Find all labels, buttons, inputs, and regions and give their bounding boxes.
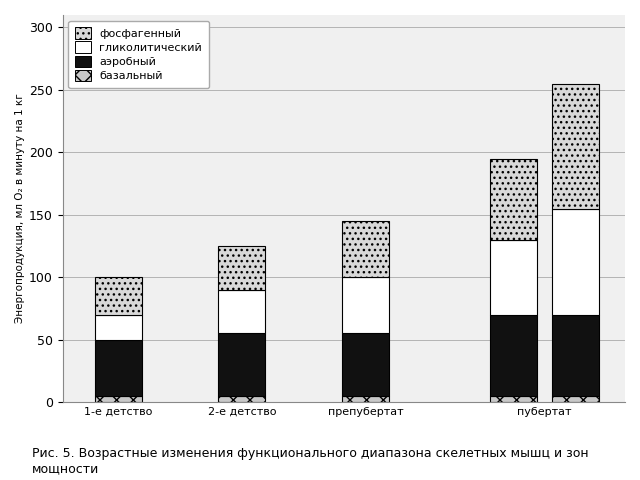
Bar [218,396,266,402]
Bar [552,84,599,209]
Bar [490,240,537,315]
Bar [218,290,266,334]
Legend: фосфагенный, гликолитический, аэробный, базальный: фосфагенный, гликолитический, аэробный, … [68,21,209,88]
Bar [552,396,599,402]
Bar [490,315,537,396]
Bar [490,396,537,402]
Bar [342,221,389,277]
Text: Рис. 5. Возрастные изменения функционального диапазона скелетных мышц и зон мощн: Рис. 5. Возрастные изменения функциональ… [32,447,589,475]
Bar [552,209,599,315]
Bar [95,340,142,396]
Bar [95,396,142,402]
Bar [552,315,599,396]
Bar [490,158,537,240]
Bar [218,246,266,290]
Bar [342,334,389,396]
Bar [218,334,266,396]
Y-axis label: Энергопродукция, мл O₂ в минуту на 1 кг: Энергопродукция, мл O₂ в минуту на 1 кг [15,94,25,324]
Bar [342,277,389,334]
Bar [95,277,142,315]
Bar [342,396,389,402]
Bar [95,315,142,340]
